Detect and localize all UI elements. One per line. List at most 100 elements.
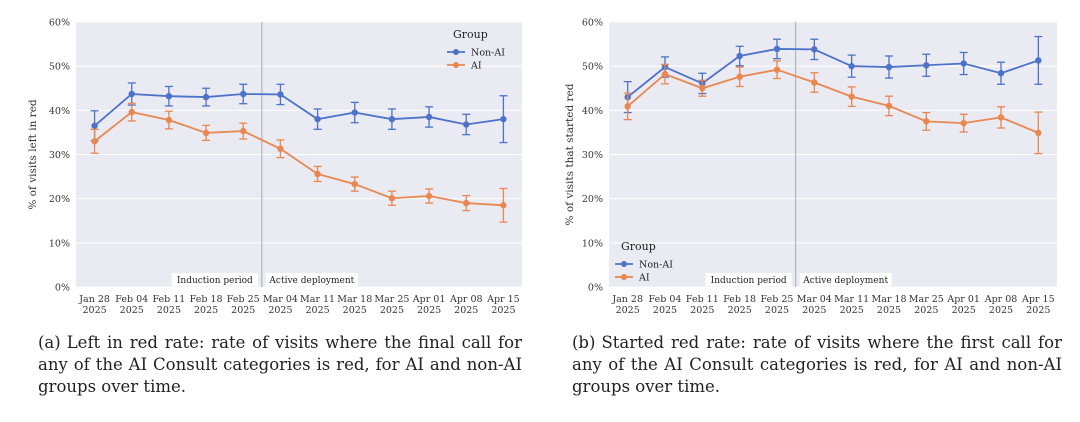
data-point	[128, 90, 135, 98]
caption-label-b: (b)	[572, 333, 596, 352]
y-tick-label: 0%	[55, 283, 70, 294]
data-point	[848, 93, 855, 100]
x-tick-label: Mar 11	[300, 294, 335, 305]
data-point	[351, 180, 358, 188]
x-tick-year: 2025	[491, 305, 515, 316]
y-tick-label: 30%	[582, 150, 603, 161]
x-tick-year: 2025	[728, 305, 752, 316]
period-label-induction: Induction period	[177, 276, 253, 286]
data-point	[661, 70, 669, 78]
data-point	[811, 46, 818, 53]
y-tick-label: 60%	[582, 18, 603, 29]
legend-title: Group	[453, 28, 488, 41]
left-in-red-chart: 0% 10% 20% 30% 40% 50% 60% % of visits left in …	[27, 18, 522, 316]
data-point	[736, 52, 743, 60]
data-point	[500, 115, 507, 123]
series-line-ai	[627, 68, 1039, 134]
data-point	[128, 108, 135, 116]
data-point	[885, 102, 893, 110]
x-tick-year: 2025	[120, 305, 144, 316]
period-label-active: Active deployment	[802, 276, 888, 286]
data-point	[91, 122, 98, 129]
x-tick-label: Apr 08	[449, 294, 483, 305]
data-point	[314, 115, 321, 123]
x-tick-label: Jan 28	[611, 294, 643, 305]
y-tick-label: 40%	[49, 106, 70, 117]
started-red-chart: 0% 10% 20% 30% 40% 50% 60% % of visits that sta…	[564, 18, 1057, 316]
period-label-bg	[799, 273, 892, 286]
data-point	[314, 170, 321, 178]
x-tick-year: 2025	[305, 305, 329, 316]
data-point	[624, 103, 631, 110]
x-tick-label: Mar 11	[834, 294, 869, 305]
data-point	[351, 109, 358, 116]
data-point	[773, 45, 781, 53]
series-line-non-ai	[627, 48, 1039, 98]
data-point	[960, 119, 967, 127]
caption-text-a: Left in red rate: rate of visits where t…	[38, 333, 522, 396]
legend-swatch-marker	[453, 49, 459, 55]
x-tick-year: 2025	[653, 305, 677, 316]
y-axis-label: % of visits left in red	[27, 99, 39, 210]
y-tick-label: 50%	[582, 62, 603, 73]
y-tick-label: 50%	[49, 62, 70, 73]
x-tick-year: 2025	[840, 305, 864, 316]
legend-title: Group	[621, 240, 656, 253]
y-tick-label: 40%	[582, 106, 603, 117]
y-tick-label: 20%	[582, 194, 603, 205]
data-point	[240, 90, 247, 98]
caption-text-b: Started red rate: rate of visits where t…	[572, 333, 1062, 396]
data-point	[277, 145, 284, 152]
y-tick-label: 60%	[49, 18, 70, 29]
y-tick-label: 0%	[588, 283, 603, 294]
x-tick-year: 2025	[616, 305, 640, 316]
x-tick-year: 2025	[914, 305, 938, 316]
data-point	[923, 62, 930, 69]
x-tick-label: Mar 04	[263, 294, 298, 305]
x-tick-year: 2025	[380, 305, 404, 316]
x-tick-year: 2025	[690, 305, 714, 316]
x-tick-label: Mar 25	[374, 294, 409, 305]
period-label-bg	[705, 273, 792, 286]
data-point	[91, 138, 98, 145]
data-point	[500, 202, 507, 209]
x-tick-label: Feb 25	[761, 294, 794, 305]
data-point	[1035, 129, 1042, 137]
figure-caption-a: (a) Left in red rate: rate of visits wher…	[38, 332, 522, 398]
data-point	[463, 121, 470, 128]
y-axis-label: % of visits that started red	[564, 83, 576, 225]
period-label-bg	[171, 273, 258, 286]
data-point	[425, 192, 433, 200]
data-point	[699, 85, 706, 92]
legend-entry: AI	[470, 61, 482, 72]
data-point	[773, 66, 781, 73]
data-point	[388, 115, 396, 123]
legend-entry: AI	[638, 273, 650, 284]
x-tick-label: Mar 18	[337, 294, 372, 305]
y-tick-label: 10%	[49, 238, 70, 249]
legend-swatch-marker	[621, 261, 627, 267]
data-point	[885, 63, 893, 71]
x-tick-label: Feb 11	[152, 294, 185, 305]
x-tick-year: 2025	[989, 305, 1013, 316]
data-point	[997, 70, 1005, 77]
data-point	[202, 93, 210, 101]
x-tick-year: 2025	[417, 305, 441, 316]
x-tick-label: Mar 04	[797, 294, 832, 305]
figure-caption-b: (b) Started red rate: rate of visits wher…	[572, 332, 1062, 398]
chart-panel-a: 0% 10% 20% 30% 40% 50% 60% % of visits left in …	[27, 18, 522, 398]
x-tick-year: 2025	[952, 305, 976, 316]
data-point	[165, 93, 173, 100]
x-tick-label: Feb 18	[723, 294, 756, 305]
data-point	[960, 60, 967, 67]
x-tick-label: Feb 04	[115, 294, 148, 305]
x-tick-label: Apr 01	[946, 294, 980, 305]
x-tick-year: 2025	[877, 305, 901, 316]
data-point	[736, 73, 743, 80]
y-tick-label: 30%	[49, 150, 70, 161]
data-point	[923, 118, 930, 125]
x-tick-year: 2025	[157, 305, 181, 316]
data-point	[425, 113, 433, 121]
data-point	[202, 129, 210, 137]
data-point	[848, 62, 855, 70]
